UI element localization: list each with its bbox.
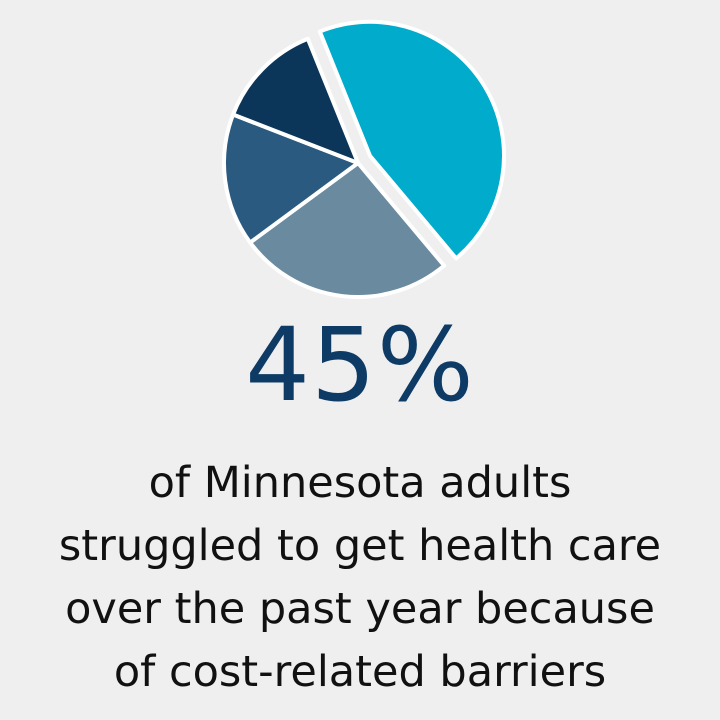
pie-chart	[222, 19, 506, 299]
caption-line-4: of cost-related barriers	[113, 647, 607, 697]
headline-percentage: 45%	[245, 306, 475, 425]
caption-line-2: struggled to get health care	[58, 521, 662, 571]
pie-slice-2	[248, 161, 447, 299]
pie-slice-4	[231, 36, 360, 165]
caption-line-3: over the past year because	[65, 584, 655, 634]
caption-text: of Minnesota adults struggled to get hea…	[0, 452, 720, 704]
pie-slice-3	[222, 112, 360, 245]
pie-slice-1	[317, 19, 506, 261]
caption-line-1: of Minnesota adults	[148, 458, 572, 508]
